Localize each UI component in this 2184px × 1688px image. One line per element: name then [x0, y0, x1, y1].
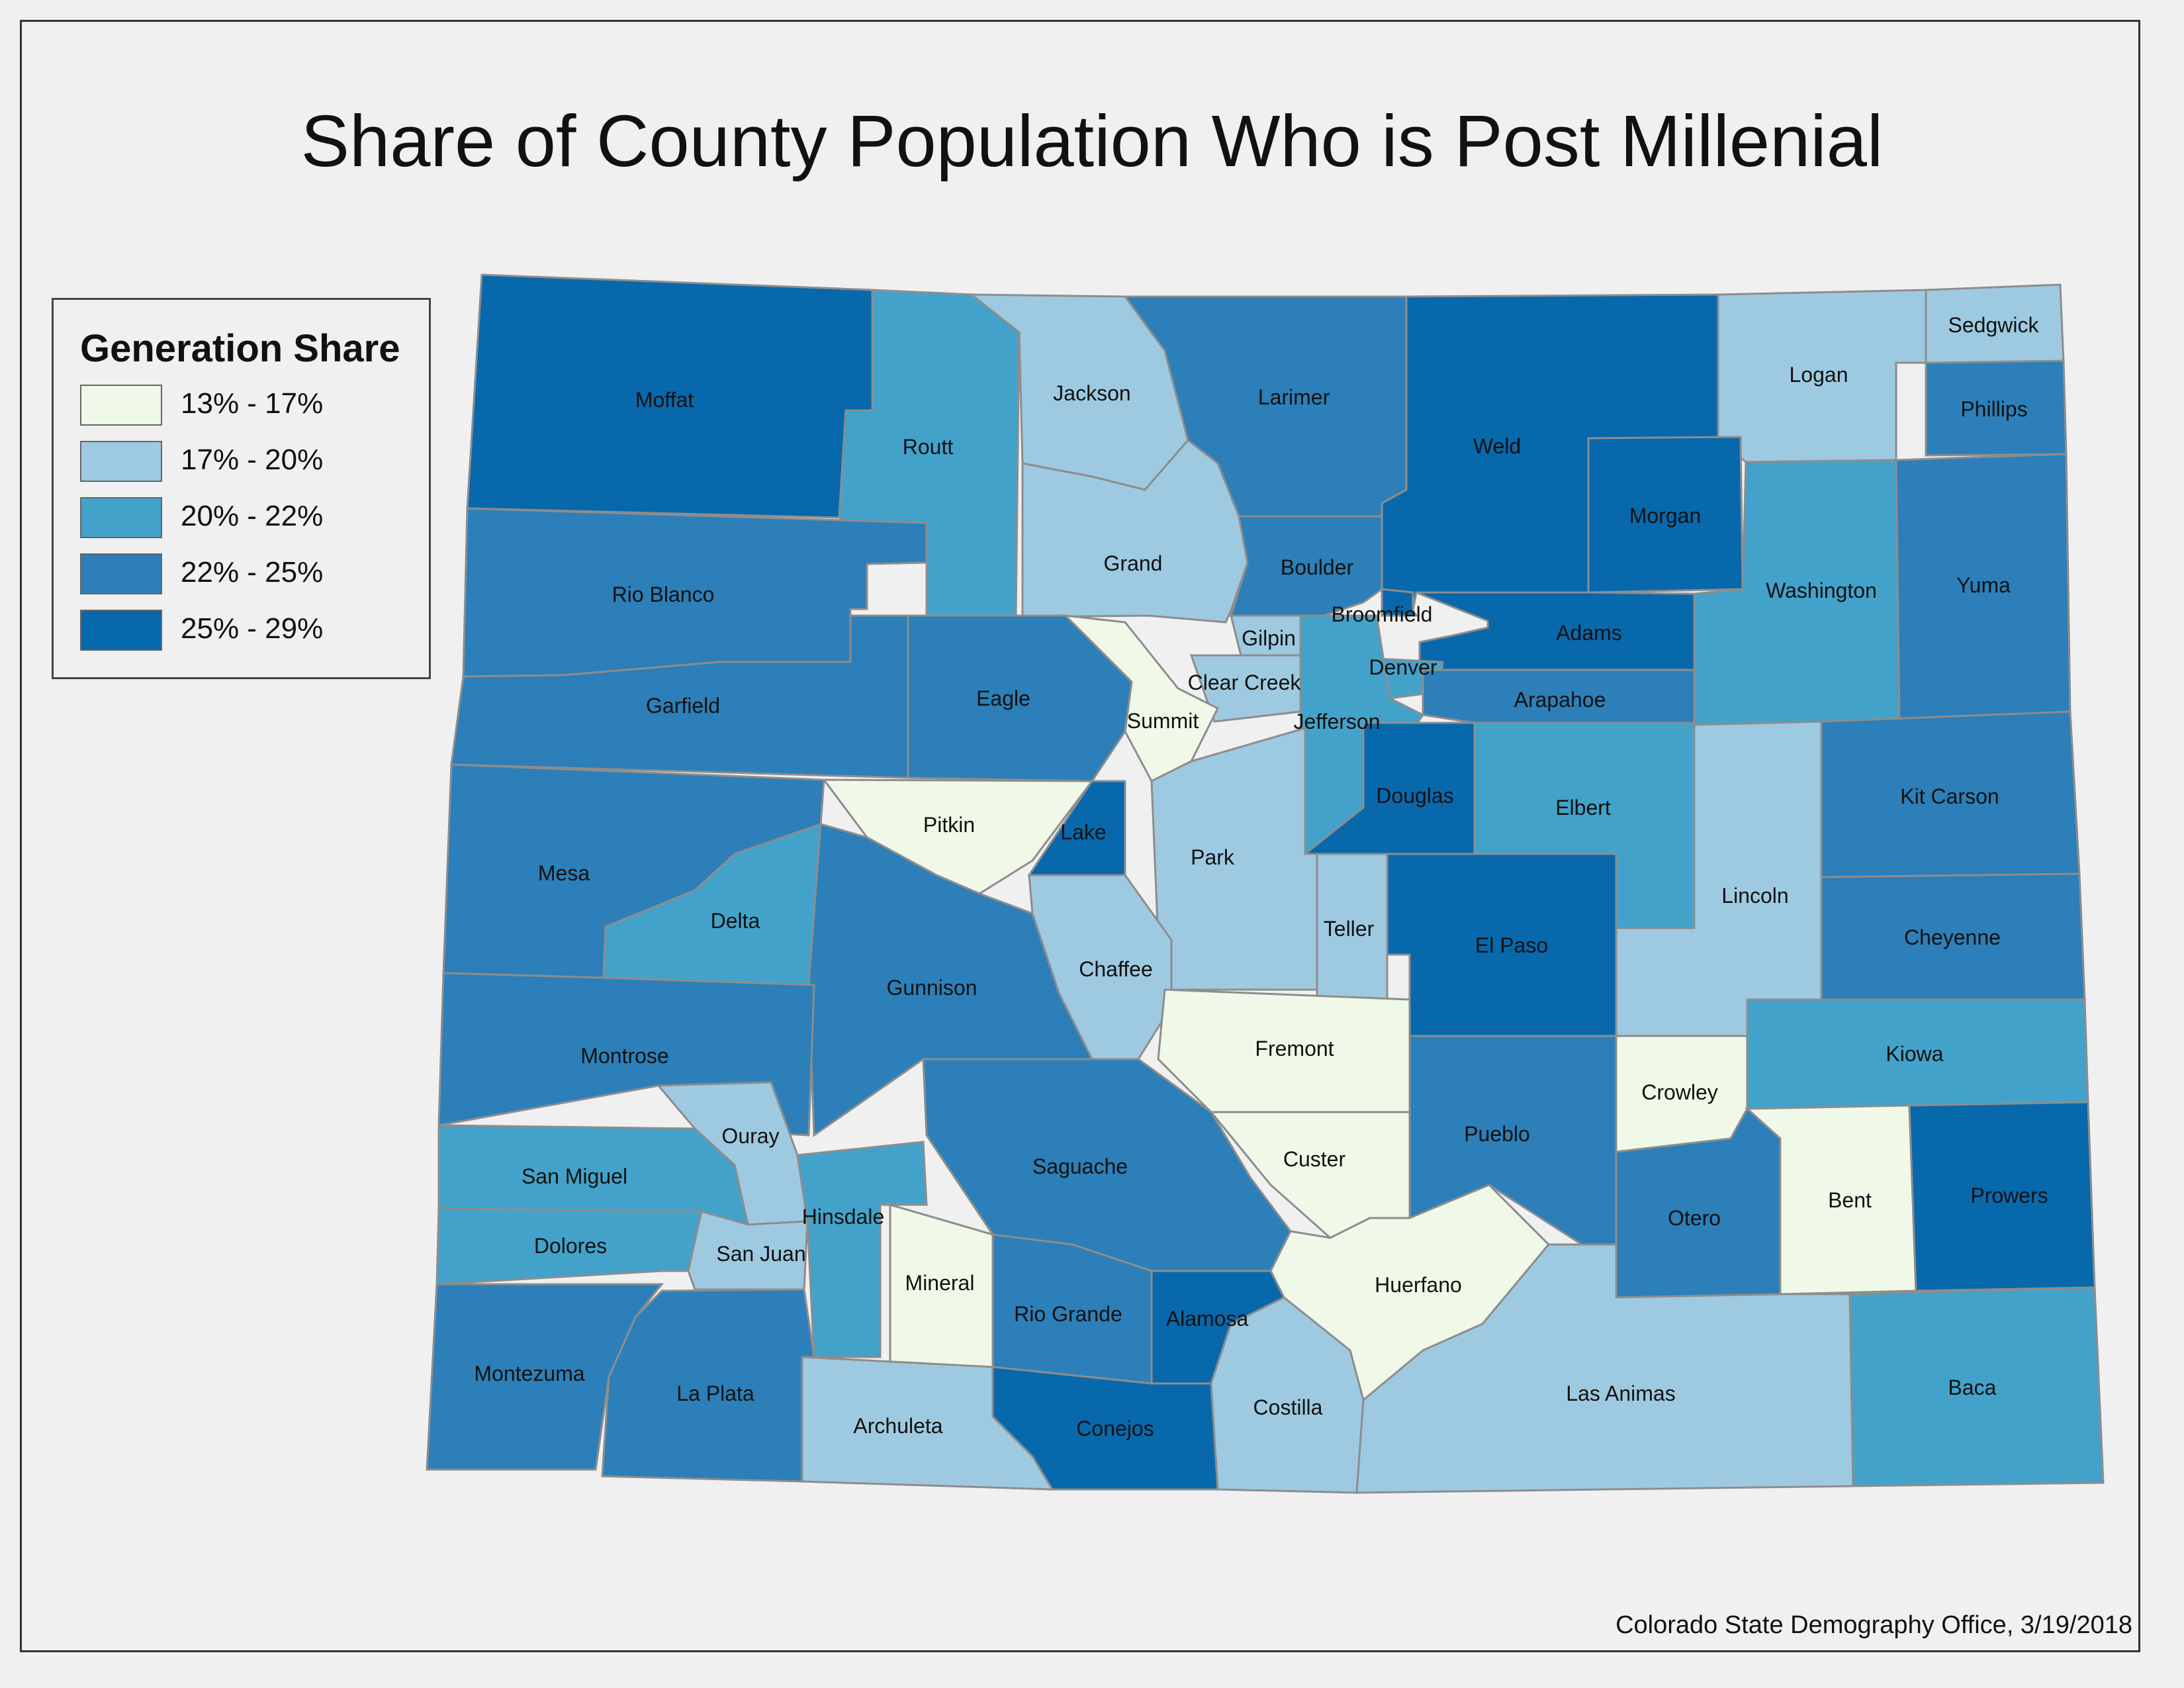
county-label-montrose: Montrose: [580, 1044, 668, 1068]
county-label-alamosa: Alamosa: [1166, 1307, 1249, 1331]
county-label-phillips: Phillips: [1960, 397, 2027, 421]
county-label-ouray: Ouray: [721, 1124, 779, 1148]
legend-swatch: [80, 385, 162, 426]
county-broomfield: [1381, 588, 1418, 617]
county-boulder: [1229, 515, 1383, 617]
county-label-custer: Custer: [1283, 1147, 1346, 1171]
legend-label: 20% - 22%: [181, 500, 324, 532]
county-label-jefferson: Jefferson: [1293, 710, 1380, 733]
county-label-broomfield: Broomfield: [1332, 602, 1433, 626]
county-label-teller: Teller: [1324, 917, 1375, 941]
county-label-costilla: Costilla: [1253, 1395, 1323, 1419]
county-label-adams: Adams: [1556, 621, 1622, 645]
county-label-baca: Baca: [1948, 1376, 1997, 1399]
county-label-dolores: Dolores: [534, 1234, 607, 1258]
county-label-la-plata: La Plata: [676, 1382, 754, 1405]
legend-swatch: [80, 553, 162, 594]
county-costilla: [1210, 1296, 1365, 1494]
county-label-rio-blanco: Rio Blanco: [612, 583, 715, 606]
county-label-gilpin: Gilpin: [1242, 626, 1296, 650]
county-hinsdale: [796, 1141, 928, 1358]
legend-title: Generation Share: [80, 327, 400, 370]
county-label-crowley: Crowley: [1641, 1080, 1718, 1104]
county-label-logan: Logan: [1790, 363, 1848, 387]
county-label-rio-grande: Rio Grande: [1014, 1302, 1122, 1326]
county-label-delta: Delta: [711, 909, 760, 933]
legend-swatch: [80, 441, 162, 482]
county-label-el-paso: El Paso: [1475, 933, 1548, 957]
county-label-weld: Weld: [1473, 434, 1521, 458]
county-label-routt: Routt: [903, 435, 954, 459]
county-label-morgan: Morgan: [1629, 504, 1702, 528]
map-frame: [20, 20, 2140, 1652]
map-title: Share of County Population Who is Post M…: [300, 101, 1884, 182]
county-label-bent: Bent: [1828, 1188, 1872, 1212]
county-label-montezuma: Montezuma: [474, 1362, 584, 1385]
county-label-pueblo: Pueblo: [1464, 1122, 1530, 1146]
legend-swatch: [80, 610, 162, 651]
county-adams: [1416, 591, 1696, 671]
county-label-sedgwick: Sedgwick: [1948, 313, 2040, 337]
county-label-garfield: Garfield: [646, 694, 720, 718]
county-label-cheyenne: Cheyenne: [1904, 925, 2001, 949]
county-gunnison: [807, 823, 1094, 1137]
county-label-archuleta: Archuleta: [853, 1414, 942, 1438]
legend-label: 22% - 25%: [181, 556, 324, 588]
county-conejos: [991, 1366, 1219, 1491]
county-label-kit-carson: Kit Carson: [1900, 784, 1999, 808]
county-label-saguache: Saguache: [1032, 1154, 1128, 1178]
county-baca: [1848, 1286, 2105, 1487]
county-label-douglas: Douglas: [1376, 784, 1453, 808]
county-label-fremont: Fremont: [1255, 1037, 1334, 1060]
legend-label: 13% - 17%: [181, 387, 324, 420]
county-label-clear-creek: Clear Creek: [1188, 671, 1302, 694]
county-label-mesa: Mesa: [538, 861, 590, 885]
county-label-grand: Grand: [1104, 551, 1163, 575]
county-label-hinsdale: Hinsdale: [802, 1205, 885, 1229]
county-label-moffat: Moffat: [635, 388, 694, 412]
county-label-mineral: Mineral: [905, 1271, 975, 1295]
county-garfield: [450, 614, 909, 779]
county-label-gunnison: Gunnison: [887, 976, 978, 1000]
legend-swatch: [80, 497, 162, 538]
county-label-yuma: Yuma: [1956, 573, 2011, 597]
county-label-park: Park: [1191, 845, 1235, 869]
county-label-lincoln: Lincoln: [1721, 884, 1788, 908]
county-label-conejos: Conejos: [1076, 1417, 1154, 1440]
county-label-jackson: Jackson: [1053, 381, 1130, 405]
county-label-boulder: Boulder: [1281, 555, 1354, 579]
county-label-arapahoe: Arapahoe: [1514, 688, 1606, 712]
county-label-eagle: Eagle: [976, 686, 1030, 710]
county-label-san-miguel: San Miguel: [522, 1164, 627, 1188]
county-label-otero: Otero: [1668, 1206, 1721, 1230]
county-label-prowers: Prowers: [1970, 1184, 2048, 1207]
county-label-pitkin: Pitkin: [923, 813, 975, 837]
legend-label: 25% - 29%: [181, 612, 324, 645]
legend: Generation Share 13% - 17% 17% - 20% 20%…: [52, 298, 431, 679]
county-label-huerfano: Huerfano: [1375, 1273, 1462, 1297]
county-label-elbert: Elbert: [1555, 796, 1611, 820]
county-label-summit: Summit: [1127, 709, 1199, 733]
county-label-lake: Lake: [1060, 820, 1106, 844]
county-label-chaffee: Chaffee: [1079, 957, 1153, 981]
county-label-denver: Denver: [1369, 655, 1437, 679]
source-credit: Colorado State Demography Office, 3/19/2…: [1615, 1611, 2132, 1639]
county-label-kiowa: Kiowa: [1886, 1042, 1943, 1066]
legend-label: 17% - 20%: [181, 444, 324, 476]
county-label-washington: Washington: [1766, 579, 1877, 602]
county-label-san-juan: San Juan: [716, 1242, 805, 1266]
county-label-las-animas: Las Animas: [1566, 1382, 1675, 1405]
county-label-larimer: Larimer: [1258, 385, 1330, 409]
